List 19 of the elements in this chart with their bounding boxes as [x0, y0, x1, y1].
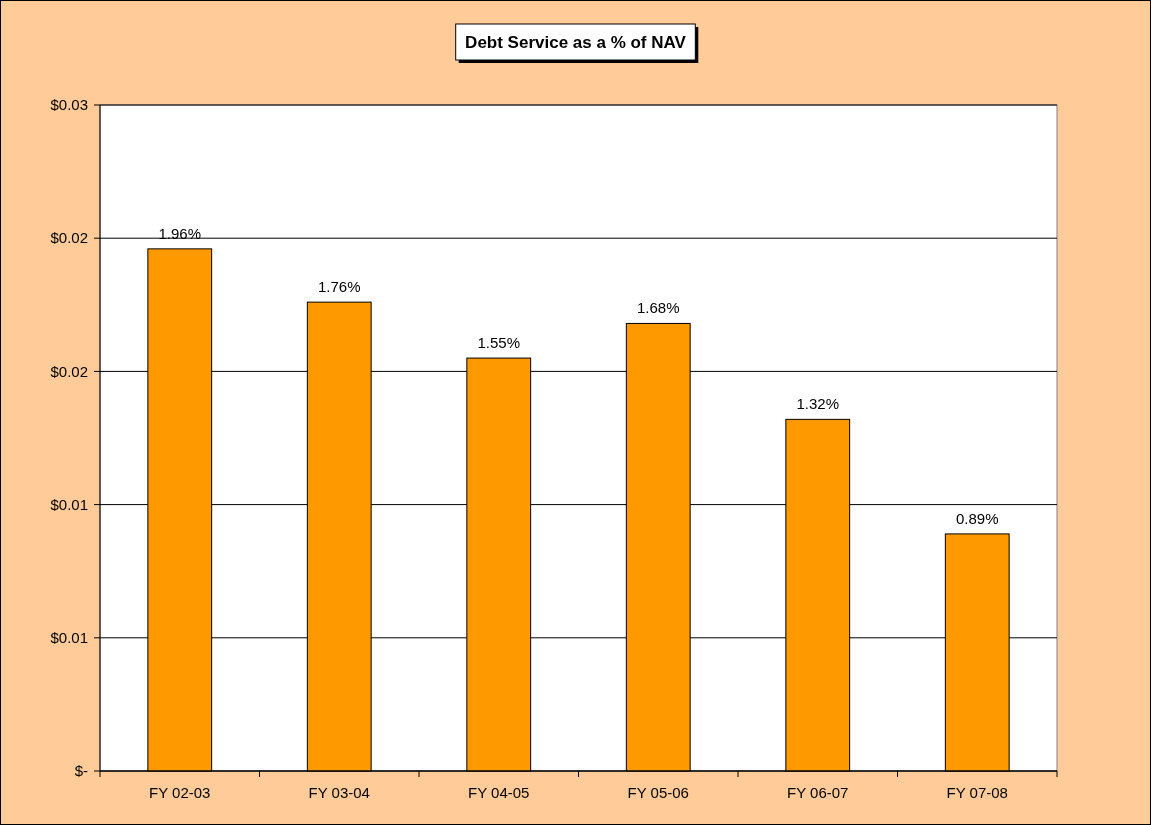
y-tick-label: $0.03 — [50, 96, 88, 114]
x-tick-label: FY 04-05 — [468, 784, 530, 801]
x-tick-label: FY 07-08 — [946, 784, 1008, 801]
data-label: 0.89% — [955, 509, 999, 527]
y-tick-label: $- — [74, 762, 88, 780]
y-tick-label: $0.01 — [50, 495, 88, 513]
y-tick-label: $0.02 — [50, 229, 88, 247]
x-tick-label: FY 05-06 — [627, 784, 689, 801]
data-label: 1.76% — [317, 278, 361, 296]
x-tick-label: FY 06-07 — [787, 784, 849, 801]
y-tick-label: $0.01 — [50, 629, 88, 647]
x-tick-label: FY 02-03 — [149, 784, 211, 801]
data-label: 1.96% — [158, 224, 202, 242]
data-label: 1.68% — [636, 299, 680, 317]
chart-title: Debt Service as a % of NAV — [465, 33, 687, 52]
x-tick-label: FY 03-04 — [308, 784, 370, 801]
data-label: 1.55% — [477, 334, 521, 352]
data-label: 1.32% — [796, 395, 840, 413]
y-tick-label: $0.02 — [50, 362, 88, 380]
